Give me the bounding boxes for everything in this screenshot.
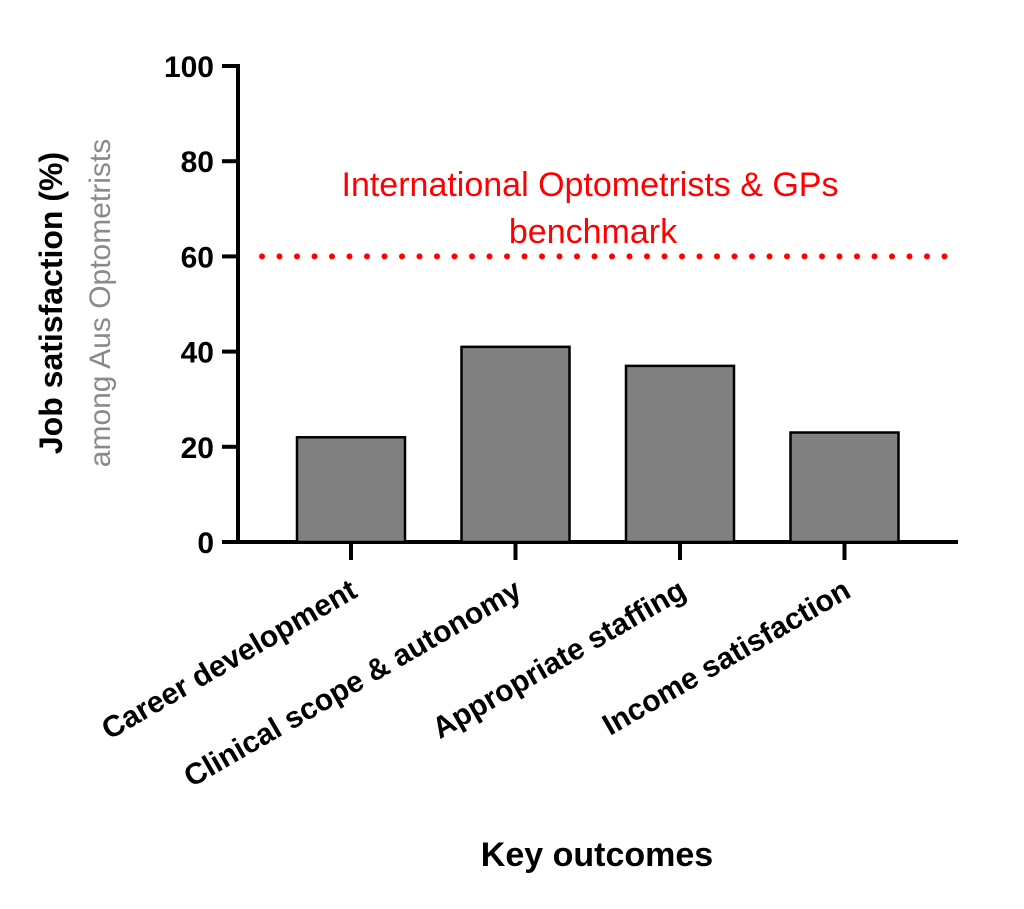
y-axis: 0 20 40 60 80 100	[164, 51, 240, 560]
y-axis-subtitle: among Aus Optometrists	[84, 139, 117, 467]
y-tick-label: 40	[181, 337, 214, 370]
benchmark-label-line-1: International Optometrists & GPs	[342, 166, 839, 204]
x-axis-title: Key outcomes	[481, 836, 713, 874]
y-tick-label: 0	[197, 527, 214, 560]
benchmark: International Optometrists & GPs benchma…	[259, 166, 961, 260]
bar	[460, 345, 571, 544]
y-axis-title: Job satisfaction (%)	[33, 152, 69, 454]
x-tick-label: Career development	[96, 573, 362, 746]
x-axis	[236, 540, 958, 560]
y-tick-label: 80	[181, 146, 214, 179]
y-tick-label: 100	[164, 51, 214, 84]
benchmark-label-line-2: benchmark	[509, 213, 678, 251]
y-tick-label: 20	[181, 432, 214, 465]
y-tick-label: 60	[181, 241, 214, 274]
bar	[624, 364, 736, 544]
bars	[295, 345, 900, 544]
bar	[295, 436, 407, 544]
bar	[789, 431, 900, 544]
